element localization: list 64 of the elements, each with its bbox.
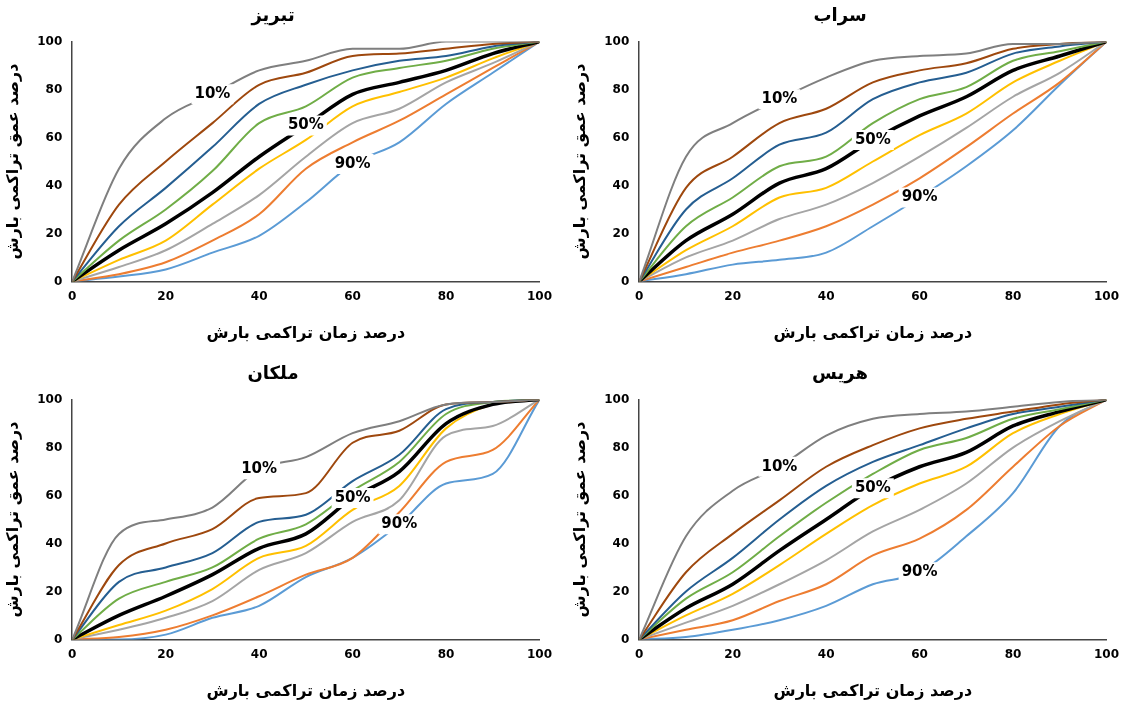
y-tick-label: 60 xyxy=(45,487,63,502)
x-tick-label: 40 xyxy=(817,646,835,661)
x-tick-label: 0 xyxy=(635,646,644,661)
x-tick-label: 20 xyxy=(724,288,742,303)
x-tick-label: 20 xyxy=(157,646,175,661)
x-tick-label: 20 xyxy=(157,288,175,303)
y-tick-label: 0 xyxy=(620,273,630,288)
chart-title: سراب xyxy=(813,4,867,27)
x-axis-title: درصد زمان تراکمی بارش xyxy=(206,322,406,342)
y-tick-label: 60 xyxy=(612,487,630,502)
x-tick-label: 60 xyxy=(344,288,361,303)
y-tick-label: 60 xyxy=(612,129,630,144)
y-tick-label: 100 xyxy=(37,391,63,406)
y-tick-label: 40 xyxy=(45,177,63,192)
y-tick-label: 0 xyxy=(53,273,63,288)
x-tick-label: 60 xyxy=(911,646,928,661)
line-series xyxy=(72,41,540,282)
x-tick-label: 80 xyxy=(1004,646,1022,661)
chart-title: هریس xyxy=(812,361,868,384)
y-tick-label: 80 xyxy=(45,439,63,454)
x-tick-label: 60 xyxy=(911,288,928,303)
y-tick-label: 40 xyxy=(45,535,63,550)
x-axis-title: درصد زمان تراکمی بارش xyxy=(773,322,973,342)
x-tick-label: 100 xyxy=(1093,288,1120,303)
y-tick-label: 60 xyxy=(45,129,63,144)
x-tick-label: 40 xyxy=(250,646,268,661)
y-axis-title: درصد عمق تراکمی بارش xyxy=(569,63,589,260)
y-axis-title: درصد عمق تراکمی بارش xyxy=(2,63,22,260)
x-tick-label: 100 xyxy=(526,288,553,303)
x-tick-label: 80 xyxy=(437,646,455,661)
y-tick-label: 20 xyxy=(45,225,63,240)
x-axis-title: درصد زمان تراکمی بارش xyxy=(773,680,973,700)
line-series xyxy=(639,41,1107,282)
y-tick-label: 100 xyxy=(604,33,630,48)
x-tick-label: 100 xyxy=(526,646,553,661)
x-tick-label: 40 xyxy=(817,288,835,303)
chart-title: ملکان xyxy=(247,361,299,383)
x-tick-label: 80 xyxy=(1004,288,1022,303)
y-tick-label: 20 xyxy=(45,583,63,598)
y-axis-title: درصد عمق تراکمی بارش xyxy=(2,421,22,617)
y-tick-label: 20 xyxy=(612,225,630,240)
y-tick-label: 20 xyxy=(612,583,630,598)
y-tick-label: 80 xyxy=(45,81,63,96)
x-tick-label: 100 xyxy=(1093,646,1120,661)
line-series xyxy=(72,399,540,639)
x-tick-label: 60 xyxy=(344,646,361,661)
y-tick-label: 80 xyxy=(612,81,630,96)
y-axis-title: درصد عمق تراکمی بارش xyxy=(569,421,589,617)
y-tick-label: 40 xyxy=(612,177,630,192)
x-tick-label: 0 xyxy=(68,646,77,661)
x-tick-label: 80 xyxy=(437,288,455,303)
x-tick-label: 20 xyxy=(724,646,742,661)
x-tick-label: 0 xyxy=(68,288,77,303)
x-tick-label: 0 xyxy=(635,288,644,303)
chart-title: تبریز xyxy=(250,4,295,27)
y-tick-label: 0 xyxy=(53,631,63,646)
x-axis-title: درصد زمان تراکمی بارش xyxy=(206,680,406,700)
y-tick-label: 100 xyxy=(604,391,630,406)
y-tick-label: 0 xyxy=(620,631,630,646)
y-tick-label: 40 xyxy=(612,535,630,550)
y-tick-label: 80 xyxy=(612,439,630,454)
line-series xyxy=(639,399,1107,639)
y-tick-label: 100 xyxy=(37,33,63,48)
x-tick-label: 40 xyxy=(250,288,268,303)
